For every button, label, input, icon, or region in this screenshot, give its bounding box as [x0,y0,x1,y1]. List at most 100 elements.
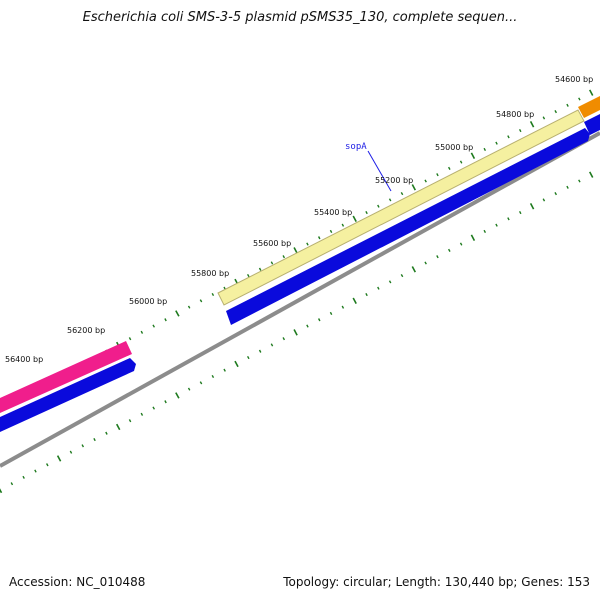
gene-pink-bar[interactable] [0,341,132,413]
inner-tick [234,360,239,368]
outer-tick [447,166,451,170]
inner-tick [56,455,62,462]
inner-tick [588,171,594,178]
inner-tick [459,242,463,246]
cds-arrow-left[interactable] [0,358,136,432]
inner-tick [388,280,392,284]
gene-orange-bar[interactable] [578,96,600,118]
inner-tick [175,392,180,399]
outer-tick [507,135,510,139]
outer-tick [329,229,333,234]
inner-tick [365,292,368,297]
outer-tick [293,247,298,254]
inner-tick [22,475,25,479]
inner-tick [164,400,167,404]
outer-tick [588,89,594,96]
inner-tick [306,324,309,328]
inner-tick [377,286,380,290]
inner-tick [507,217,510,221]
outer-tick [306,242,309,246]
inner-tick [258,349,262,353]
outer-tick [128,337,132,341]
outer-tick [152,324,156,328]
inner-tick [542,198,546,202]
inner-tick [199,381,203,385]
sequence-backbone [0,131,600,468]
outer-tick [341,223,345,227]
inner-tick [223,368,226,372]
inner-tick [282,337,286,341]
inner-tick [128,419,132,423]
inner-tick [518,210,522,215]
tick-label: 56200 bp [67,326,105,335]
outer-tick [164,318,167,322]
inner-tick [187,387,191,391]
inner-tick [483,229,487,234]
topology-label: Topology: [283,575,340,589]
inner-tick [578,179,581,183]
outer-tick [187,305,191,309]
outer-tick [140,330,144,334]
inner-tick [105,431,108,435]
inner-tick [246,355,250,360]
sequence-summary: Topology: circular; Length: 130,440 bp; … [283,575,590,589]
cds-arrow-edge[interactable] [584,114,600,135]
outer-tick [470,152,476,159]
outer-tick [424,179,427,183]
outer-tick [400,192,404,196]
outer-tick [199,299,203,303]
inner-tick [270,343,274,347]
inner-tick [93,437,96,442]
inner-tick [400,274,404,278]
inner-tick [436,255,439,259]
outer-tick [483,147,487,152]
outer-tick [495,141,498,145]
inner-tick [69,450,73,454]
tick-label: 55400 bp [314,208,352,217]
outer-tick [554,110,558,114]
inner-tick [424,261,427,265]
inner-tick [329,311,333,316]
inner-tick-track [0,171,594,494]
gene-label-sopA[interactable]: sopA [345,142,367,152]
genes-label: Genes: [521,575,564,589]
outer-tick [258,267,262,271]
cds-arrow-right[interactable] [226,128,590,325]
tick-label: 55800 bp [191,269,229,278]
tick-label: 56000 bp [129,297,167,306]
accession-info: Accession: NC_010488 [9,575,145,589]
outer-tick [211,292,215,297]
inner-tick [495,223,498,227]
outer-tick [175,310,180,317]
length-value: 130,440 bp [444,575,514,589]
outer-tick [578,97,581,101]
outer-tick [365,210,368,215]
inner-tick [0,488,3,494]
inner-tick [115,423,121,431]
outer-tick [388,198,392,202]
inner-tick [529,203,535,210]
outer-tick [529,121,535,128]
inner-tick [566,185,569,189]
outer-tick [317,236,321,240]
inner-tick [341,305,345,309]
inner-tick [447,248,451,252]
tick-label: 55000 bp [435,143,473,152]
inner-tick [34,469,37,473]
inner-tick [140,412,144,416]
inner-tick [554,192,558,196]
inner-tick [352,297,357,304]
outer-tick [436,173,439,177]
tick-label: 54800 bp [496,110,534,119]
tick-labels: 54600 bp 54800 bp 55000 bp 55200 bp 55400 bp… [5,75,593,364]
gene-label-leader [367,150,392,192]
tick-label: 55200 bp [375,176,413,185]
inner-tick [81,444,85,448]
genes-value: 153 [567,575,590,589]
outer-tick [459,160,463,164]
outer-tick [411,184,417,191]
accession-label: Accession: [9,575,73,589]
gene-sopA-bar[interactable] [217,109,585,306]
map-title: Escherichia coli SMS-3-5 plasmid pSMS35_… [82,10,518,25]
